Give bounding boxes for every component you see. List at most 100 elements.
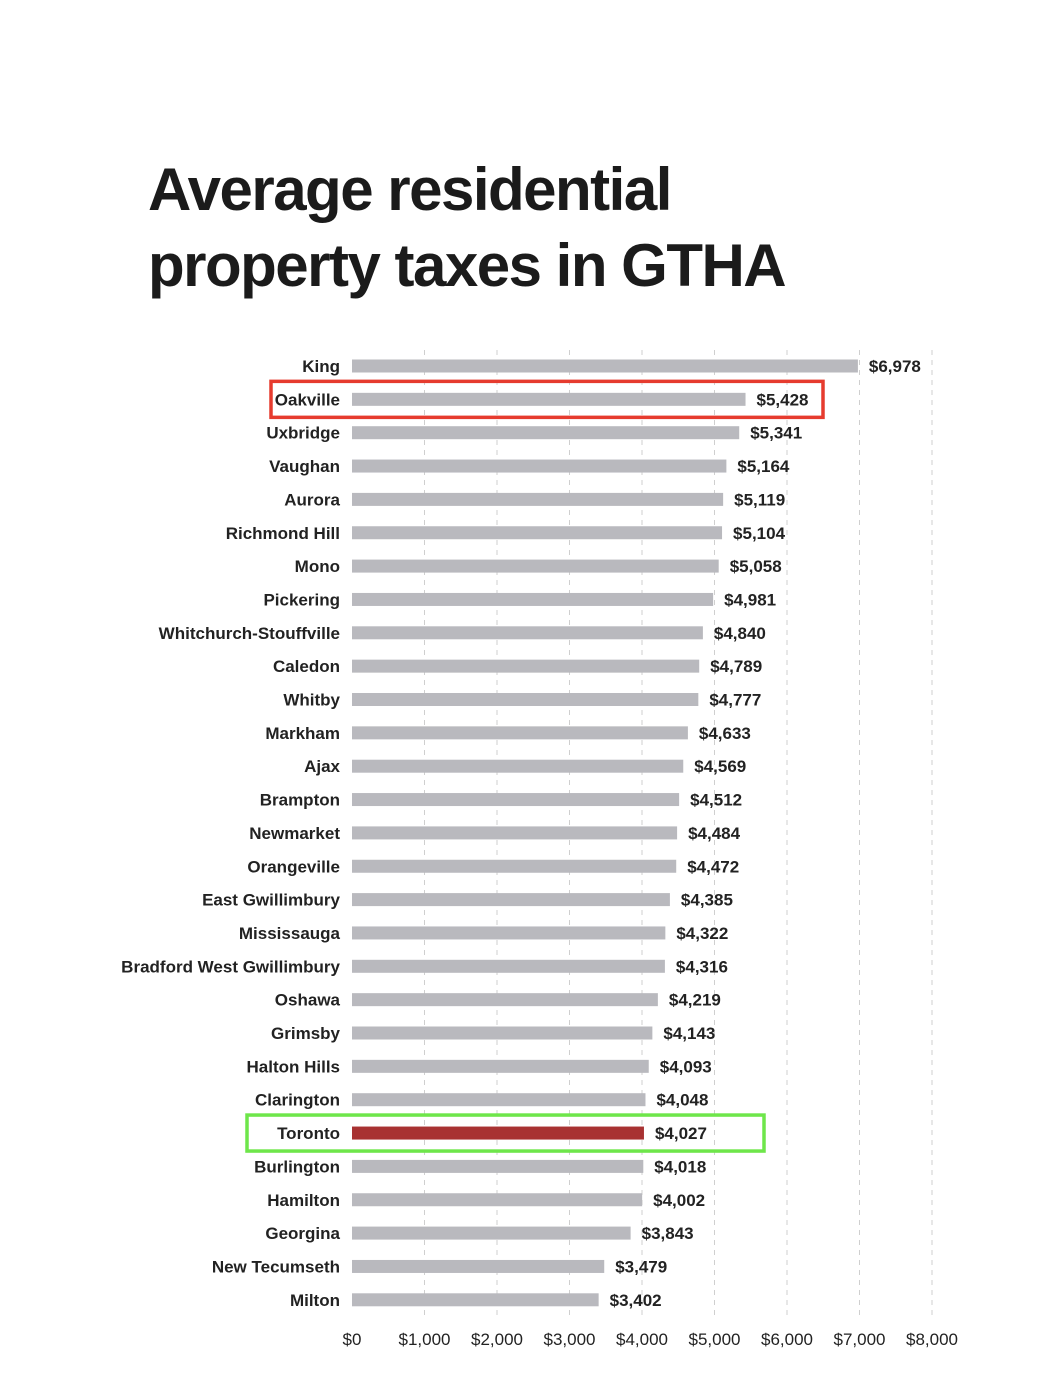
category-label: Hamilton — [267, 1191, 340, 1210]
value-label: $4,018 — [654, 1157, 706, 1176]
value-label: $5,119 — [734, 490, 785, 509]
category-label: Markham — [265, 724, 340, 743]
x-tick-label: $5,000 — [689, 1330, 741, 1349]
annotation-boxes — [245, 379, 825, 1153]
bar — [352, 626, 703, 640]
value-label: $5,428 — [757, 390, 809, 409]
value-label: $4,981 — [724, 590, 776, 609]
x-tick-label: $6,000 — [761, 1330, 813, 1349]
category-label: Halton Hills — [246, 1057, 340, 1076]
value-label: $6,978 — [869, 357, 921, 376]
category-label: Caledon — [273, 657, 340, 676]
value-label: $4,484 — [688, 824, 741, 843]
value-label: $5,164 — [737, 457, 790, 476]
value-label: $5,058 — [730, 557, 782, 576]
category-label: Orangeville — [247, 857, 340, 876]
category-label: Clarington — [255, 1091, 340, 1110]
bar — [352, 1126, 644, 1140]
value-label: $4,219 — [669, 991, 721, 1010]
category-label: Oakville — [275, 390, 340, 409]
category-label: Vaughan — [269, 457, 340, 476]
category-label: Aurora — [284, 490, 340, 509]
bar — [352, 359, 858, 373]
category-label: East Gwillimbury — [202, 891, 340, 910]
bar — [352, 759, 684, 773]
bar — [352, 1226, 631, 1240]
value-label: $4,789 — [710, 657, 762, 676]
value-label: $4,472 — [687, 857, 739, 876]
value-label: $4,512 — [690, 791, 742, 810]
value-label: $4,143 — [663, 1024, 715, 1043]
category-label: Richmond Hill — [226, 524, 340, 543]
category-label: Toronto — [277, 1124, 340, 1143]
category-label: Milton — [290, 1291, 340, 1310]
bar — [352, 392, 746, 406]
value-label: $3,479 — [615, 1257, 667, 1276]
bar — [352, 993, 658, 1007]
bar — [352, 426, 740, 440]
category-label: Mono — [295, 557, 340, 576]
category-labels: King Oakville Uxbridge Vaughan Aurora Richmon… — [121, 357, 340, 1310]
x-axis-ticks: $0 $1,000 $2,000 $3,000 $4,000 $5,000 $6,000 $7… — [343, 1330, 958, 1349]
bar — [352, 492, 724, 506]
value-labels: $6,978 $5,428 $5,341 $5,164 $5,119 $5,104 $5,0… — [610, 357, 921, 1310]
bar — [352, 559, 719, 573]
value-label: $4,840 — [714, 624, 766, 643]
bars — [352, 359, 858, 1307]
category-label: Mississauga — [239, 924, 341, 943]
highlight-box — [269, 379, 825, 420]
bar — [352, 1293, 599, 1307]
bar — [352, 1159, 644, 1173]
category-label: Brampton — [260, 791, 340, 810]
bar — [352, 826, 678, 840]
x-tick-label: $8,000 — [906, 1330, 958, 1349]
category-label: New Tecumseth — [212, 1257, 340, 1276]
chart-title: Average residential property taxes in GT… — [148, 156, 787, 299]
bar — [352, 959, 665, 973]
category-label: Burlington — [254, 1157, 340, 1176]
value-label: $4,048 — [656, 1091, 708, 1110]
value-label: $4,093 — [660, 1057, 712, 1076]
category-label: Ajax — [304, 757, 340, 776]
bar — [352, 859, 677, 873]
category-label: Bradford West Gwillimbury — [121, 957, 340, 976]
bar — [352, 1259, 605, 1273]
bar — [352, 926, 666, 940]
x-tick-label: $7,000 — [834, 1330, 886, 1349]
bar — [352, 726, 688, 740]
value-label: $3,843 — [642, 1224, 694, 1243]
category-label: King — [302, 357, 340, 376]
x-tick-label: $2,000 — [471, 1330, 523, 1349]
value-label: $5,104 — [733, 524, 786, 543]
bar — [352, 659, 700, 673]
category-label: Grimsby — [271, 1024, 341, 1043]
category-label: Whitby — [283, 691, 340, 710]
bar — [352, 693, 699, 706]
bar — [352, 459, 727, 473]
category-label: Oshawa — [275, 991, 341, 1010]
bar — [352, 893, 670, 907]
value-label: $4,027 — [655, 1124, 707, 1143]
value-label: $4,316 — [676, 957, 728, 976]
bar — [352, 526, 723, 540]
value-label: $4,633 — [699, 724, 751, 743]
value-label: $3,402 — [610, 1291, 662, 1310]
bar — [352, 1193, 643, 1207]
bar — [352, 592, 714, 606]
highlight-box — [245, 1113, 766, 1153]
value-label: $4,385 — [681, 891, 733, 910]
value-label: $4,002 — [653, 1191, 705, 1210]
bar — [352, 793, 680, 807]
category-label: Uxbridge — [266, 424, 340, 443]
value-label: $5,341 — [750, 424, 802, 443]
value-label: $4,569 — [694, 757, 746, 776]
x-tick-label: $0 — [343, 1330, 362, 1349]
x-tick-label: $3,000 — [544, 1330, 596, 1349]
x-tick-label: $1,000 — [399, 1330, 451, 1349]
value-label: $4,777 — [709, 691, 761, 710]
bar — [352, 1059, 649, 1073]
bar — [352, 1026, 653, 1040]
category-label: Pickering — [263, 590, 340, 609]
bar — [352, 1093, 646, 1107]
